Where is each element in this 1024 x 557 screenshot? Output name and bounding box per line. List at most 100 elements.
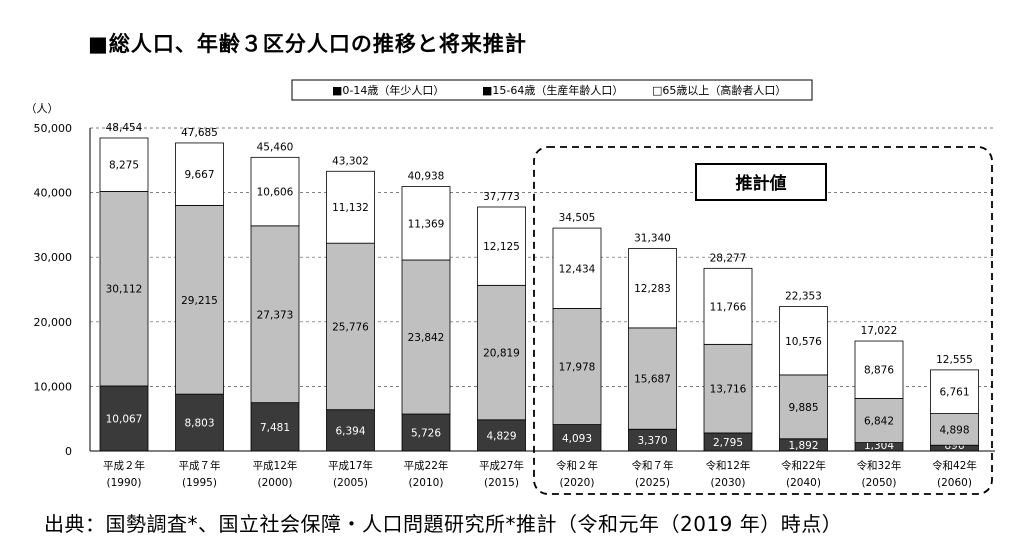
- data-label: 7,481: [260, 422, 290, 434]
- bar-segment-elderly: [175, 142, 224, 206]
- total-label: 22,353: [785, 291, 822, 303]
- data-label: 6,394: [335, 425, 365, 437]
- bar-segment-working: [250, 225, 300, 404]
- legend-entry: ■15-64歳（生産年齢人口）: [482, 83, 623, 97]
- x-tick-year: (2010): [409, 477, 444, 489]
- x-tick-label: 平成27年: [479, 459, 524, 472]
- data-label: 8,876: [864, 365, 894, 377]
- data-label: 6,761: [939, 387, 969, 399]
- total-label: 37,773: [483, 191, 520, 203]
- data-label: 4,898: [939, 424, 969, 436]
- chart-title: ■総人口、年齢３区分人口の推移と将来推計: [88, 32, 527, 56]
- bar-segment-elderly: [930, 369, 979, 414]
- total-label: 40,938: [408, 171, 445, 183]
- bar-segment-young: [552, 424, 602, 452]
- y-tick-label: 30,000: [34, 251, 73, 264]
- data-label: 10,606: [257, 187, 294, 199]
- data-label: 29,215: [181, 295, 218, 307]
- data-label: 27,373: [257, 309, 294, 321]
- data-label: 15,687: [634, 374, 671, 386]
- bar-segment-elderly: [854, 340, 904, 399]
- data-label: 12,434: [559, 263, 596, 275]
- x-tick-year: (2005): [333, 477, 368, 489]
- data-label: 2,795: [713, 437, 743, 449]
- x-tick-label: 令和42年: [932, 459, 977, 472]
- bar-segment-young: [175, 393, 224, 452]
- bar-segment-elderly: [477, 206, 526, 286]
- y-tick-label: 20,000: [34, 316, 73, 329]
- data-label: 12,283: [634, 283, 671, 295]
- data-label: 3,370: [637, 435, 667, 447]
- x-tick-label: 平成２年: [103, 459, 145, 472]
- x-tick-label: 平成７年: [179, 459, 221, 472]
- data-label: 9,667: [184, 169, 214, 181]
- total-label: 28,277: [710, 252, 747, 264]
- data-label: 1,892: [788, 440, 818, 452]
- bar-segment-working: [552, 308, 602, 425]
- x-tick-year: (2020): [560, 477, 595, 489]
- data-label: 17,978: [559, 361, 596, 373]
- estimate-label: 推計値: [736, 173, 787, 194]
- stacked-bar-chart: 0 10,000 20,000 30,000 40,000 50,000 （人） ■0-14歳…: [26, 79, 995, 495]
- bar-segment-elderly: [779, 306, 828, 376]
- bar-segment-elderly: [552, 227, 602, 309]
- bar-segment-working: [99, 191, 149, 387]
- data-label: 11,766: [710, 301, 747, 313]
- data-label: 23,842: [408, 332, 445, 344]
- bar-segment-working: [930, 413, 979, 446]
- data-label: 30,112: [106, 284, 143, 296]
- bar-segment-elderly: [401, 186, 451, 261]
- x-tick-year: (2030): [711, 477, 746, 489]
- x-tick-year: (2040): [786, 477, 821, 489]
- total-label: 47,685: [181, 127, 218, 139]
- total-label: 12,555: [936, 354, 973, 366]
- bar-segment-elderly: [326, 170, 375, 244]
- bar-segment-working: [175, 205, 224, 395]
- bar-segment-young: [326, 409, 375, 452]
- bar-segment-young: [477, 419, 526, 452]
- x-tick-label: 令和12年: [706, 459, 751, 472]
- total-label: 43,302: [332, 155, 369, 167]
- legend-box: [291, 79, 813, 101]
- data-label: 9,885: [788, 402, 818, 414]
- bar-segment-working: [326, 242, 375, 411]
- bar-segment-working: [854, 397, 904, 443]
- bar-segment-working: [703, 343, 753, 434]
- bar-segment-young: [99, 385, 149, 452]
- total-label: 48,454: [106, 122, 143, 134]
- y-tick-label: 40,000: [34, 187, 73, 200]
- data-label: 11,132: [332, 202, 369, 214]
- y-axis-label: （人）: [26, 102, 59, 115]
- x-tick-label: 令和22年: [781, 459, 826, 472]
- data-label: 4,829: [486, 430, 516, 442]
- data-label: 20,819: [483, 348, 520, 360]
- data-label: 10,576: [785, 336, 822, 348]
- data-label: 5,726: [411, 428, 441, 440]
- bar-segment-elderly: [703, 267, 753, 345]
- data-label: 11,369: [408, 218, 445, 230]
- x-tick-year: (2050): [862, 477, 897, 489]
- bar-segment-working: [477, 284, 526, 421]
- bar-segment-working: [628, 327, 677, 430]
- x-tick-year: (2060): [937, 477, 972, 489]
- data-label: 1,304: [864, 440, 894, 452]
- data-label: 25,776: [332, 321, 369, 333]
- data-label: 13,716: [710, 384, 747, 396]
- x-tick-label: 令和２年: [556, 459, 598, 472]
- x-tick-year: (2000): [258, 477, 293, 489]
- data-label: 8,803: [184, 418, 214, 430]
- total-label: 34,505: [559, 212, 596, 224]
- estimate-label-box: [695, 163, 827, 201]
- total-label: 31,340: [634, 233, 671, 245]
- x-tick-label: 令和７年: [632, 459, 674, 472]
- x-tick-label: 平成12年: [253, 459, 298, 472]
- estimate-region: [533, 146, 993, 495]
- x-tick-year: (2015): [484, 477, 519, 489]
- bar-segment-elderly: [250, 156, 300, 227]
- y-tick-label: 0: [65, 445, 72, 458]
- data-label: 10,067: [106, 413, 143, 425]
- x-tick-year: (2025): [635, 477, 670, 489]
- legend-entry: ■0-14歳（年少人口）: [332, 83, 444, 97]
- bar-segment-young: [401, 413, 451, 452]
- total-label: 17,022: [861, 325, 898, 337]
